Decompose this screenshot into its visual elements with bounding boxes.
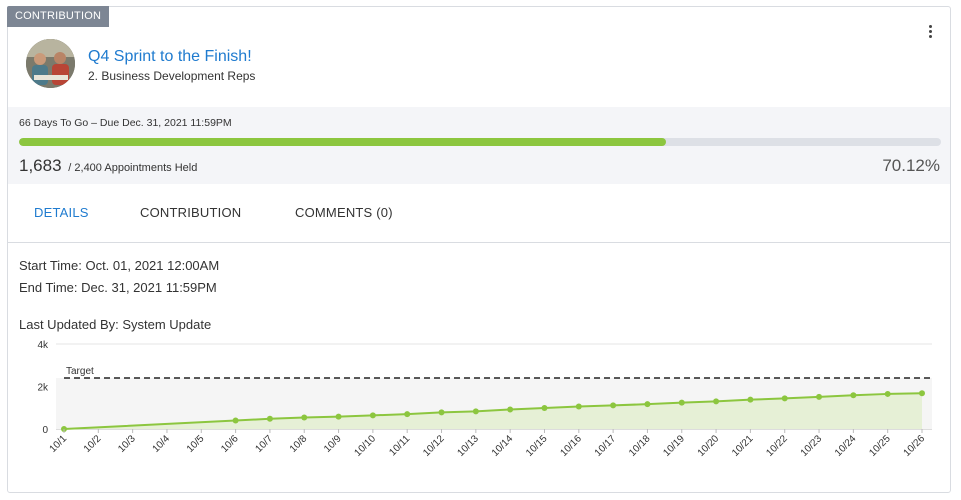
data-point (232, 417, 239, 424)
data-point (781, 395, 788, 402)
data-point (438, 409, 445, 416)
x-tick-label: 10/15 (524, 433, 550, 459)
x-tick-label: 10/24 (833, 433, 859, 459)
end-time: End Time: Dec. 31, 2021 11:59PM (19, 280, 217, 295)
data-point (610, 402, 617, 409)
x-tick-label: 10/12 (421, 433, 447, 459)
x-tick-label: 10/18 (627, 433, 653, 459)
tab-comments[interactable]: COMMENTS (0) (295, 205, 393, 220)
data-point (507, 406, 514, 413)
x-tick-label: 10/25 (867, 433, 893, 459)
data-point (335, 413, 342, 420)
x-tick-label: 10/10 (353, 433, 379, 459)
x-tick-label: 10/26 (902, 433, 928, 459)
x-tick-label: 10/17 (593, 433, 619, 459)
data-point (919, 390, 925, 397)
data-point (369, 412, 376, 419)
x-tick-label: 10/20 (696, 433, 722, 459)
data-point (541, 404, 548, 411)
x-tick-label: 10/9 (322, 433, 344, 455)
data-point (404, 411, 411, 418)
goal-team: 2. Business Development Reps (88, 69, 256, 83)
progress-chart: 0 2k 4k Target 10/1 10/2 10/3 10/4 10/5 10/6 10/7 1… (37, 340, 932, 459)
data-point (472, 408, 479, 415)
goal-title[interactable]: Q4 Sprint to the Finish! (88, 48, 252, 65)
x-tick-label: 10/8 (288, 433, 310, 455)
x-tick-label: 10/13 (455, 433, 481, 459)
progress-section: 66 Days To Go – Due Dec. 31, 2021 11:59P… (8, 107, 950, 184)
x-tick-label: 10/5 (185, 433, 207, 455)
x-tick-label: 10/2 (82, 433, 104, 455)
x-tick-label: 10/7 (253, 433, 275, 455)
contribution-tag: CONTRIBUTION (7, 6, 110, 27)
progress-count: 1,683 / 2,400 Appointments Held (19, 156, 197, 176)
data-point (747, 396, 754, 403)
data-point (644, 401, 651, 408)
x-tick-label: 10/22 (764, 433, 790, 459)
goal-text: / 2,400 Appointments Held (68, 162, 198, 174)
y-tick-label: 4k (37, 340, 49, 351)
data-point (713, 398, 720, 405)
progress-bar (19, 138, 941, 146)
last-updated: Last Updated By: System Update (19, 317, 212, 332)
x-tick-label: 10/6 (219, 433, 241, 455)
x-tick-label: 10/19 (661, 433, 687, 459)
goal-card: CONTRIBUTION Q4 Sprint to the Finish! 2.… (7, 6, 951, 493)
data-point (266, 415, 273, 422)
start-time: Start Time: Oct. 01, 2021 12:00AM (19, 258, 220, 273)
data-point (884, 390, 891, 397)
x-tick-label: 10/21 (730, 433, 756, 459)
goal-avatar (26, 39, 75, 88)
kebab-menu-icon[interactable] (926, 25, 934, 39)
data-point (850, 392, 857, 399)
tab-details[interactable]: DETAILS (34, 205, 89, 220)
x-tick-label: 10/4 (151, 433, 173, 455)
tab-contribution[interactable]: CONTRIBUTION (140, 205, 242, 220)
progress-percent: 70.12% (882, 156, 940, 175)
data-point (816, 393, 823, 400)
data-point (678, 399, 685, 406)
x-tick-label: 10/23 (799, 433, 825, 459)
people-photo-icon (26, 39, 75, 88)
tab-bar: DETAILS CONTRIBUTION COMMENTS (0) (8, 185, 950, 243)
x-tick-label: 10/11 (387, 433, 412, 458)
current-value: 1,683 (19, 156, 62, 175)
target-label: Target (66, 366, 94, 377)
data-point (575, 403, 582, 410)
x-tick-label: 10/1 (48, 433, 70, 455)
y-tick-label: 2k (37, 383, 49, 394)
progress-bar-fill (19, 138, 666, 146)
x-tick-label: 10/3 (116, 433, 138, 455)
due-date-text: 66 Days To Go – Due Dec. 31, 2021 11:59P… (19, 117, 232, 129)
x-tick-label: 10/16 (558, 433, 584, 459)
x-tick-label: 10/14 (490, 433, 516, 459)
data-point (301, 414, 308, 421)
y-tick-label: 0 (42, 425, 48, 436)
series-line (63, 392, 923, 430)
